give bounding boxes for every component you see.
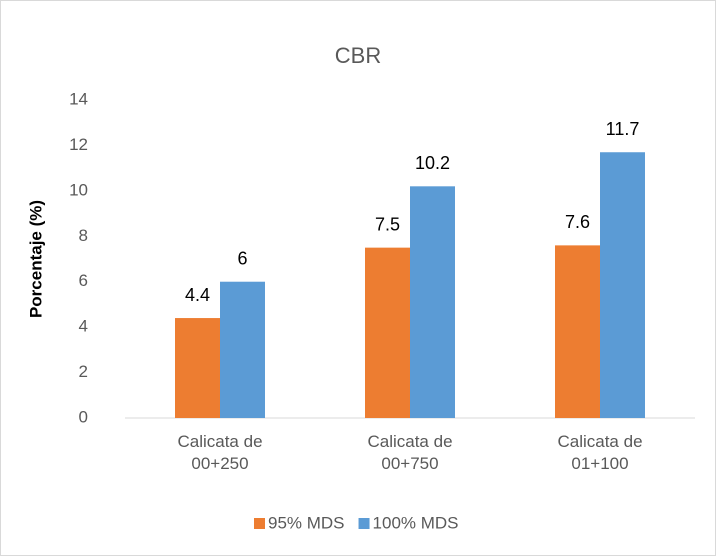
legend-swatch — [254, 518, 265, 529]
y-axis-label: Porcentaje (%) — [26, 200, 45, 318]
bar — [410, 186, 455, 418]
data-label: 4.4 — [185, 285, 210, 305]
y-tick-label: 10 — [69, 180, 88, 199]
x-tick-label: Calicata de 00+750 — [367, 432, 452, 473]
x-tick-label: Calicata de 01+100 — [557, 432, 642, 473]
y-tick-label: 14 — [69, 89, 88, 108]
y-tick-label: 2 — [79, 362, 88, 381]
data-label: 7.6 — [565, 212, 590, 232]
y-tick-label: 6 — [79, 271, 88, 290]
y-tick-label: 4 — [79, 317, 88, 336]
y-tick-label: 8 — [79, 226, 88, 245]
y-tick-label: 12 — [69, 135, 88, 154]
bar — [220, 281, 265, 418]
data-label: 10.2 — [415, 153, 450, 173]
bar — [600, 152, 645, 418]
bar — [365, 247, 410, 418]
y-tick-label: 0 — [79, 407, 88, 426]
bar — [555, 245, 600, 418]
x-tick-label: Calicata de 00+250 — [177, 432, 262, 473]
legend-label: 100% MDS — [373, 513, 459, 532]
legend-swatch — [358, 518, 370, 529]
data-label: 7.5 — [375, 214, 400, 234]
data-label: 6 — [237, 248, 247, 268]
bar — [175, 318, 220, 418]
legend-label: 95% MDS — [268, 513, 345, 532]
chart-title: CBR — [335, 43, 381, 68]
data-label: 11.7 — [606, 119, 640, 139]
